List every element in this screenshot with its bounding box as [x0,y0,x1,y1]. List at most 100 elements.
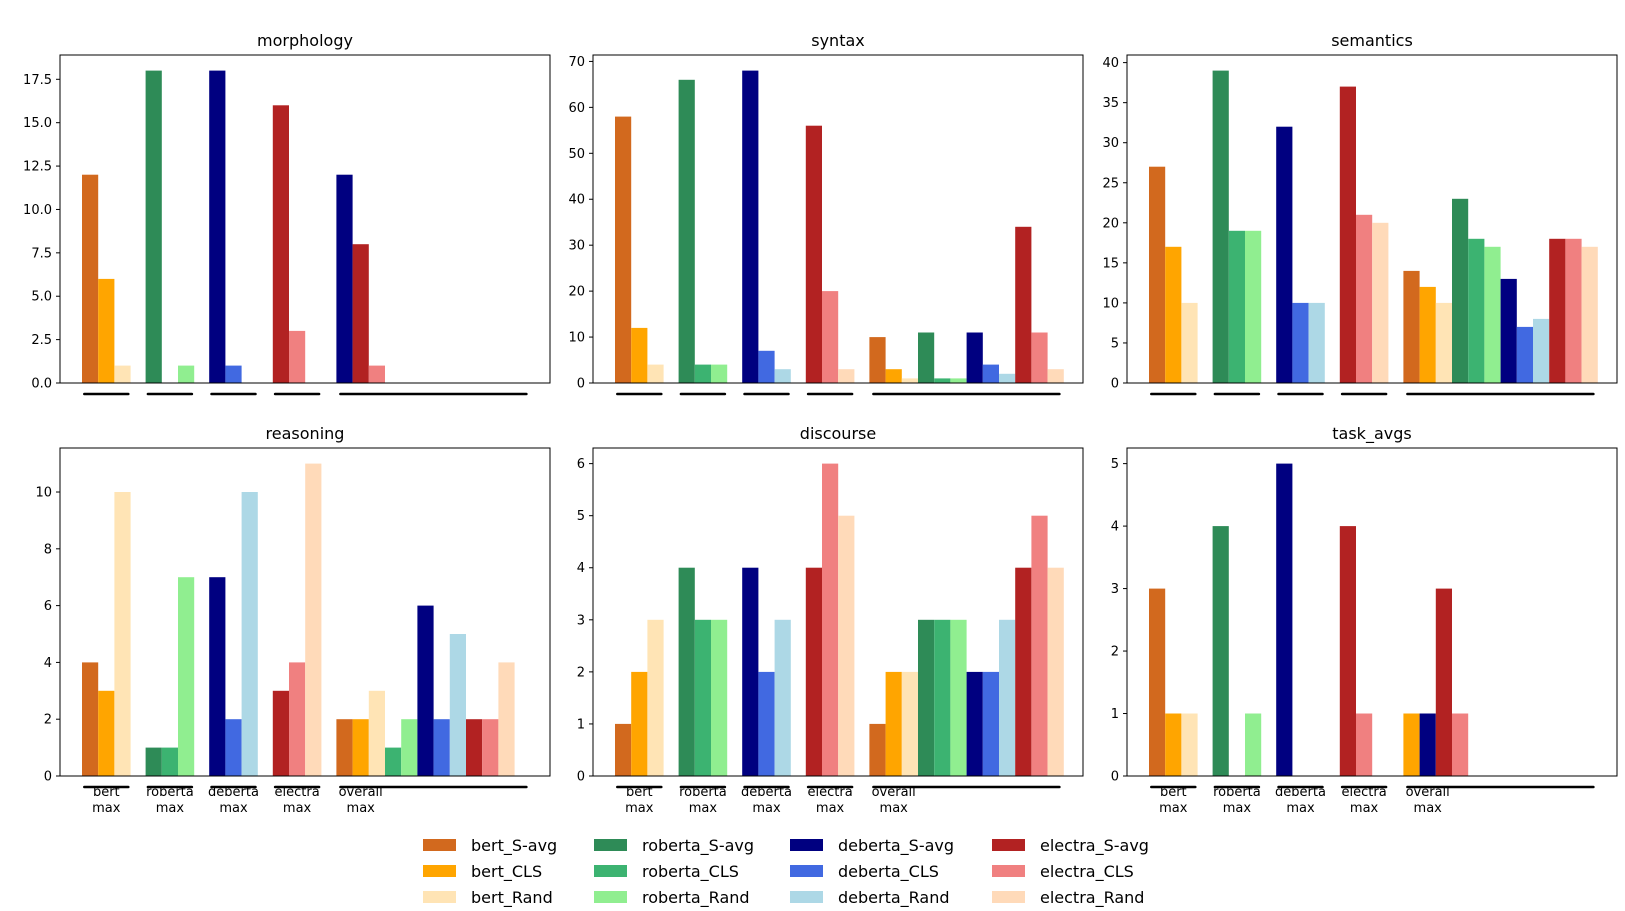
bar-bert_S-avg [869,723,886,776]
y-tick-label: 8 [44,542,52,557]
bar-bert_S-avg [869,337,886,383]
x-group-label: bert max [625,785,654,816]
bar-bert_S-avg [1149,588,1166,776]
axes-frame [59,447,551,777]
y-tick-label: 10 [1102,296,1119,311]
legend-swatch [423,891,456,903]
legend-label: electra_S-avg [1040,836,1149,856]
bar-deberta_CLS [225,365,242,383]
bar-bert_Rand [1435,302,1452,383]
y-tick-label: 0 [1111,770,1119,785]
bar-electra_Rand [498,662,515,776]
bar-roberta_S-avg [1212,70,1229,383]
bar-bert_CLS [1419,286,1436,383]
panel-reasoning: reasoning 0 2 4 6 8 10 bert max roberta max deberta… [35,424,551,816]
bar-deberta_Rand [774,619,791,776]
bar-roberta_Rand [711,364,728,383]
y-tick-label: 2 [44,713,52,728]
y-tick-label: 0 [1111,377,1119,392]
bar-electra_CLS [1452,713,1469,776]
legend-swatch [790,839,823,851]
bar-roberta_Rand [711,619,728,776]
bar-electra_Rand [1372,222,1389,383]
y-tick-label: 12.5 [23,160,52,175]
bar-electra_CLS [1031,332,1048,383]
panel-discourse: discourse 0 1 2 3 4 5 6 bert max roberta max deberta… [577,424,1084,816]
bar-deberta_S-avg [966,671,983,776]
y-tick-label: 35 [1102,96,1119,111]
y-tick-label: 10 [568,331,585,346]
y-tick-label: 7.5 [31,246,52,261]
bar-deberta_CLS [982,671,999,776]
bar-deberta_S-avg [742,567,759,776]
y-tick-label: 2 [1111,645,1119,660]
panel-title: semantics [1331,31,1413,50]
y-tick-label: 4 [1111,520,1119,535]
x-group-label: deberta max [208,785,259,816]
bar-bert_CLS [98,690,115,776]
legend-label: deberta_CLS [838,862,939,882]
x-group-label: overall max [339,785,383,816]
legend-label: electra_CLS [1040,862,1134,882]
legend-label: bert_S-avg [471,836,557,856]
legend-label: deberta_Rand [838,888,950,908]
y-tick-label: 30 [568,239,585,254]
bar-bert_Rand [368,690,385,776]
bar-bert_Rand [114,365,131,383]
bar-deberta_Rand [449,634,466,776]
bar-bert_Rand [647,364,664,383]
y-tick-label: 50 [568,147,585,162]
panel-title: task_avgs [1332,424,1411,444]
bar-deberta_CLS [758,671,775,776]
bar-electra_S-avg [1339,526,1356,776]
bar-deberta_Rand [774,369,791,383]
bar-roberta_S-avg [918,332,935,383]
bar-electra_Rand [838,369,855,383]
bar-electra_S-avg [272,690,289,776]
legend-label: roberta_Rand [642,888,750,908]
legend-swatch [594,865,627,877]
chart-legend: bert_S-avg bert_CLS bert_Rand roberta_S-avg… [423,836,1149,908]
bar-roberta_CLS [694,619,711,776]
bar-electra_S-avg [1015,226,1032,383]
bar-bert_Rand [114,492,131,776]
y-tick-label: 5 [1111,336,1119,351]
bar-bert_S-avg [82,662,99,776]
y-tick-label: 60 [568,101,585,116]
y-tick-label: 0.0 [31,377,52,392]
x-group-label: deberta max [1275,785,1326,816]
y-tick-label: 10 [35,486,52,501]
bar-electra_S-avg [1435,588,1452,776]
y-tick-label: 3 [1111,582,1119,597]
legend-label: bert_Rand [471,888,553,908]
bar-deberta_S-avg [1276,126,1293,383]
bar-electra_S-avg [805,567,822,776]
bar-deberta_S-avg [209,577,226,776]
legend-swatch [992,839,1025,851]
bar-roberta_S-avg [1452,198,1469,383]
panel-syntax: syntax 0 10 20 30 40 50 60 70 [568,31,1084,396]
axes-frame [1126,447,1618,777]
x-group-label: bert max [92,785,121,816]
bar-bert_S-avg [82,174,99,383]
y-tick-label: 70 [568,55,585,70]
bar-bert_CLS [631,671,648,776]
bar-roberta_Rand [950,378,967,383]
x-group-label: roberta max [679,785,727,816]
axes-frame [1126,54,1618,384]
bar-roberta_Rand [1484,246,1501,383]
bar-electra_CLS [822,463,839,776]
bar-deberta_Rand [1533,318,1550,383]
y-tick-label: 15 [1102,256,1119,271]
y-tick-label: 40 [568,193,585,208]
bar-bert_S-avg [336,719,353,776]
bar-electra_CLS [289,662,306,776]
bar-deberta_Rand [1308,302,1325,383]
bar-deberta_S-avg [336,174,353,383]
bar-bert_Rand [647,619,664,776]
bar-bert_CLS [1165,246,1182,383]
bar-roberta_Rand [950,619,967,776]
legend-label: bert_CLS [471,862,542,882]
y-tick-label: 2.5 [31,333,52,348]
